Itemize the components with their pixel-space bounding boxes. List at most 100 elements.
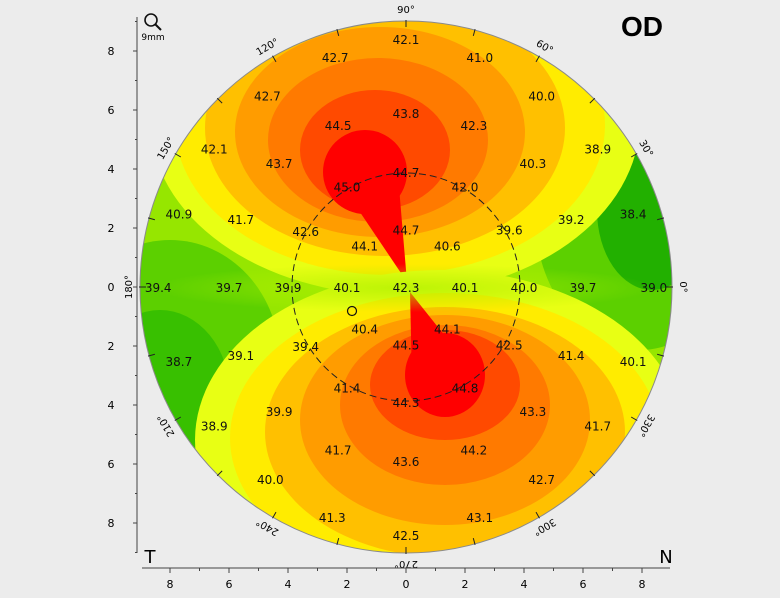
curvature-value: 39.9 — [275, 281, 302, 295]
curvature-value: 40.6 — [434, 240, 461, 254]
ring-tick — [272, 55, 277, 63]
curvature-value: 38.9 — [201, 420, 228, 434]
curvature-value: 42.7 — [528, 473, 555, 487]
ring-tick — [472, 538, 476, 546]
y-tick-label: 0 — [108, 281, 115, 294]
curvature-value: 42.7 — [322, 51, 349, 65]
ring-tick — [657, 217, 665, 221]
curvature-value: 38.7 — [165, 355, 192, 369]
curvature-value: 44.3 — [393, 396, 420, 410]
x-tick-label: 0 — [403, 578, 410, 591]
curvature-value: 40.4 — [351, 322, 378, 336]
curvature-value: 45.0 — [334, 181, 361, 195]
curvature-value: 43.7 — [266, 157, 293, 171]
pupil-center-marker — [346, 305, 358, 317]
y-tick-label: 2 — [108, 222, 115, 235]
curvature-value: 42.5 — [496, 339, 523, 353]
ring-tick — [630, 416, 638, 421]
curvature-value: 41.7 — [325, 443, 352, 457]
curvature-value: 38.4 — [620, 207, 647, 221]
y-tick-label: 2 — [108, 340, 115, 353]
curvature-value: 39.6 — [496, 223, 523, 237]
curvature-value: 44.2 — [460, 443, 487, 457]
ring-tick — [336, 28, 340, 36]
curvature-value: 42.3 — [393, 281, 420, 295]
curvature-value: 40.1 — [334, 281, 361, 295]
vertical-axis: 8 6 4 2 0 2 4 6 8 — [108, 17, 138, 553]
curvature-value: 44.7 — [393, 166, 420, 180]
curvature-value: 44.7 — [393, 223, 420, 237]
nasal-side-label: N — [659, 547, 672, 568]
x-tick-label: 4 — [521, 578, 528, 591]
angle-label: 30° — [636, 138, 654, 159]
curvature-value: 41.7 — [584, 420, 611, 434]
y-tick-label: 4 — [108, 163, 115, 176]
curvature-value: 42.1 — [201, 142, 228, 156]
curvature-value: 40.9 — [165, 207, 192, 221]
curvature-value: 44.1 — [351, 240, 378, 254]
y-tick-label: 8 — [108, 45, 115, 58]
curvature-value: 40.3 — [519, 157, 546, 171]
curvature-value: 39.1 — [227, 349, 254, 363]
curvature-value: 40.0 — [528, 89, 555, 103]
horizontal-axis: 8 6 4 2 0 2 4 6 8 — [142, 567, 670, 591]
angle-label: 180° — [124, 275, 135, 299]
curvature-value: 39.4 — [292, 340, 319, 354]
y-tick-label: 6 — [108, 458, 115, 471]
magnifier-icon[interactable] — [144, 13, 162, 31]
central-flat-band — [154, 264, 654, 312]
curvature-value: 39.0 — [640, 281, 667, 295]
inferior-steep-lobe — [195, 270, 672, 553]
curvature-value: 40.0 — [511, 281, 538, 295]
curvature-value: 42.0 — [452, 181, 479, 195]
ring-tick — [147, 217, 155, 221]
ring-tick — [589, 470, 596, 477]
temporal-side-label: T — [144, 547, 157, 568]
curvature-value: 40.0 — [257, 473, 284, 487]
curvature-value-labels: 42.1 42.7 41.0 42.7 40.0 43.8 44.5 42.3 42.1 38.9… — [145, 33, 667, 543]
curvature-value: 42.6 — [292, 225, 319, 239]
ring-tick — [174, 416, 182, 421]
curvature-value: 41.7 — [227, 213, 254, 227]
curvature-value: 39.7 — [216, 281, 243, 295]
curvature-value: 39.7 — [570, 281, 597, 295]
curvature-value: 39.9 — [266, 405, 293, 419]
angle-label: 270° — [394, 558, 418, 569]
curvature-value: 44.5 — [325, 119, 352, 133]
curvature-value: 41.4 — [334, 381, 361, 395]
ring-tick — [630, 153, 638, 158]
angle-label: 60° — [534, 38, 555, 56]
outer-ring-ticks — [139, 20, 673, 554]
ring-tick — [147, 353, 155, 357]
ring-tick — [657, 353, 665, 357]
curvature-value: 41.0 — [466, 51, 493, 65]
curvature-value: 44.8 — [452, 381, 479, 395]
curvature-value: 42.1 — [393, 33, 420, 47]
ring-tick — [535, 511, 540, 519]
ring-tick — [216, 470, 223, 477]
zoom-level-label: 9mm — [141, 33, 164, 43]
curvature-value: 40.1 — [620, 355, 647, 369]
curvature-value: 41.3 — [319, 511, 346, 525]
y-tick-label: 6 — [108, 104, 115, 117]
curvature-value: 42.5 — [393, 529, 420, 543]
curvature-value: 43.1 — [466, 511, 493, 525]
x-tick-label: 2 — [462, 578, 469, 591]
eye-label: OD — [621, 11, 663, 42]
curvature-value: 42.3 — [460, 119, 487, 133]
angle-label: 90° — [397, 5, 415, 16]
ring-tick — [272, 511, 277, 519]
x-tick-label: 4 — [285, 578, 292, 591]
zoom-control[interactable]: 9mm — [141, 13, 165, 43]
curvature-value: 44.5 — [393, 339, 420, 353]
curvature-value: 38.9 — [584, 142, 611, 156]
curvature-value: 39.4 — [145, 281, 172, 295]
ring-tick — [336, 538, 340, 546]
curvature-value: 39.2 — [558, 213, 585, 227]
y-tick-label: 4 — [108, 399, 115, 412]
x-tick-label: 8 — [639, 578, 646, 591]
curvature-value: 43.3 — [519, 405, 546, 419]
ring-tick — [174, 153, 182, 158]
